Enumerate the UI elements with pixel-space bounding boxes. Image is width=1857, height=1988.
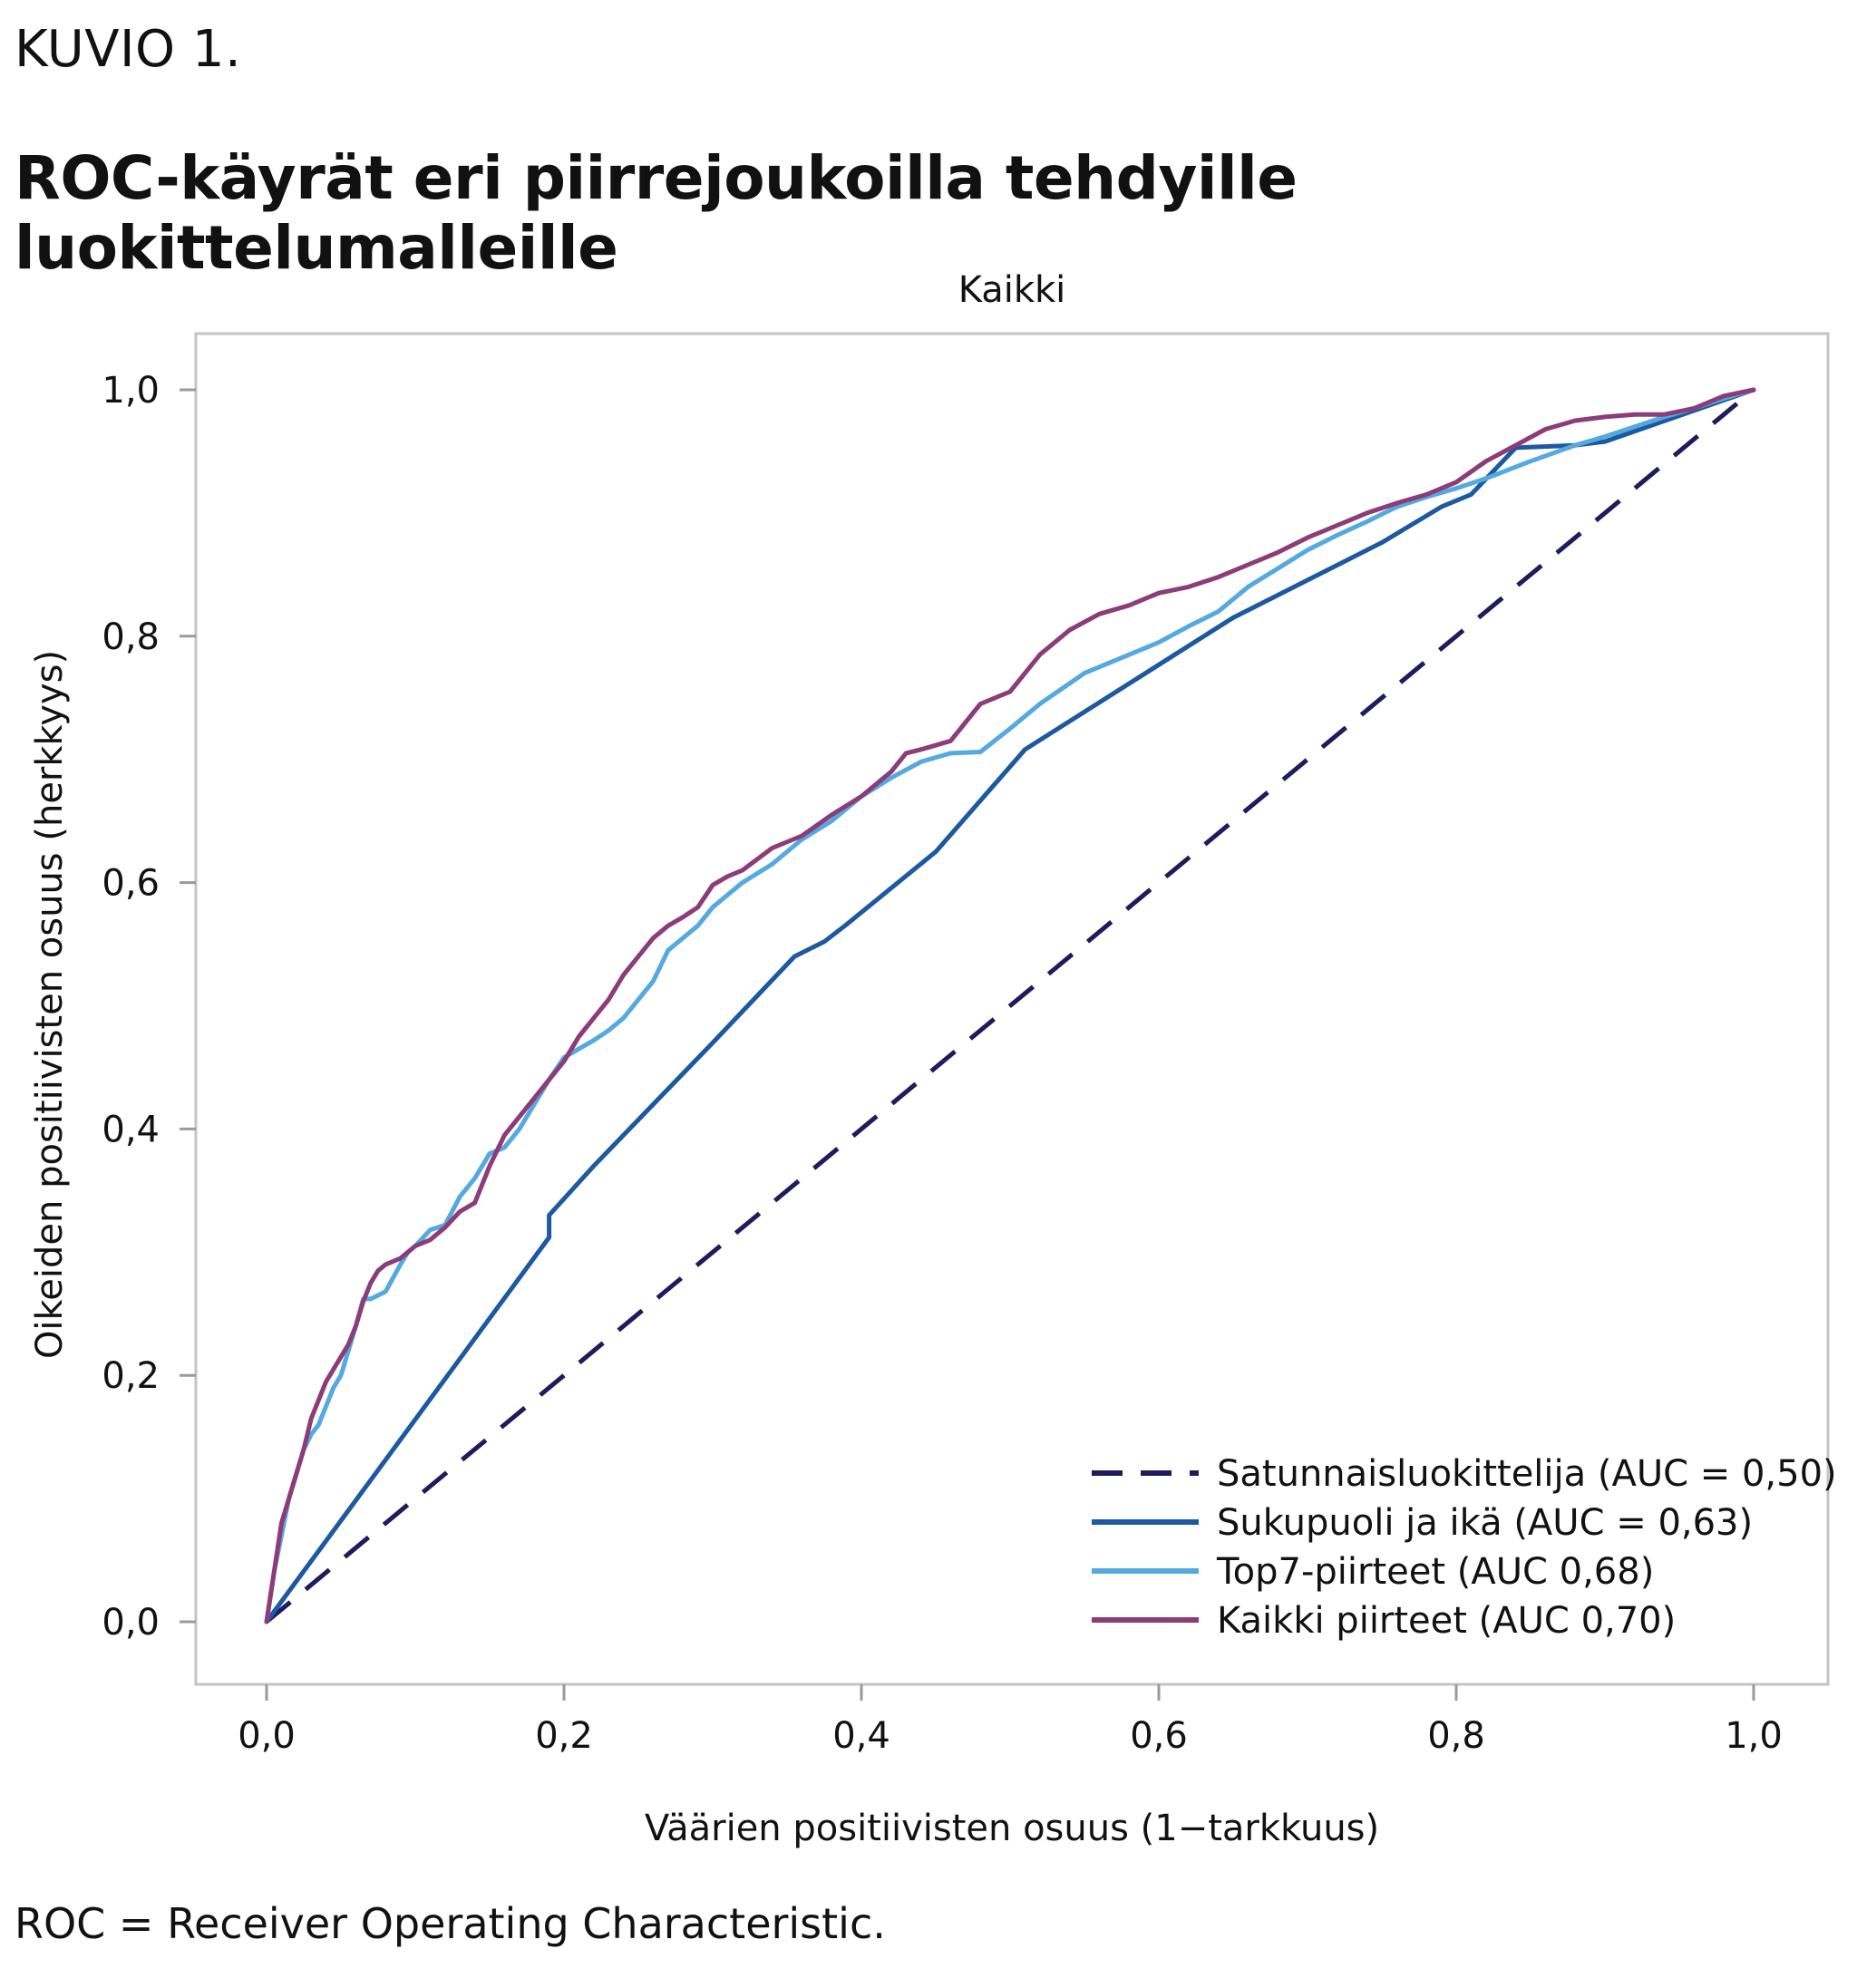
plot-frame [194, 332, 1830, 1686]
legend-label: Kaikki piirteet (AUC 0,70) [1217, 1600, 1676, 1642]
y-tick-label: 1,0 [102, 370, 160, 412]
y-axis: 0,0 0,2 0,4 0,6 0,8 1,0 [102, 370, 196, 1644]
footnote: ROC = Receiver Operating Characteristic. [15, 1899, 886, 1948]
y-tick-label: 0,8 [102, 616, 160, 658]
y-tick-label: 0,2 [102, 1355, 160, 1397]
x-tick-label: 0,0 [238, 1715, 296, 1757]
legend-label: Top7-piirteet (AUC 0,68) [1216, 1551, 1654, 1593]
series-line-4 [264, 387, 1756, 1624]
x-tick-label: 0,4 [832, 1715, 890, 1757]
chart-title: ROC-käyrät eri piirrejoukoilla tehdyille… [15, 143, 1298, 283]
y-tick-label: 0,0 [102, 1602, 160, 1644]
legend-label: Sukupuoli ja ikä (AUC = 0,63) [1217, 1502, 1753, 1544]
series-layer [264, 387, 1756, 1624]
series-line-2 [264, 387, 1756, 1624]
figure-label: KUVIO 1. [15, 20, 242, 79]
x-axis-title: Väärien positiivisten osuus (1−tarkkuus) [645, 1808, 1379, 1849]
x-tick-label: 1,0 [1725, 1715, 1783, 1757]
legend: Satunnaisluokittelija (AUC = 0,50) Sukupu… [1092, 1453, 1837, 1642]
legend-label: Satunnaisluokittelija (AUC = 0,50) [1217, 1453, 1837, 1495]
x-axis: 0,0 0,2 0,4 0,6 0,8 1,0 [238, 1684, 1783, 1757]
y-tick-label: 0,4 [102, 1109, 160, 1150]
x-tick-label: 0,8 [1427, 1715, 1485, 1757]
x-tick-label: 0,2 [535, 1715, 593, 1757]
chart-subtitle: Kaikki [958, 269, 1066, 311]
y-axis-title: Oikeiden positiivisten osuus (herkkyys) [29, 650, 71, 1359]
series-line-1 [265, 388, 1755, 1624]
y-tick-label: 0,6 [102, 863, 160, 905]
x-tick-label: 0,6 [1130, 1715, 1188, 1757]
